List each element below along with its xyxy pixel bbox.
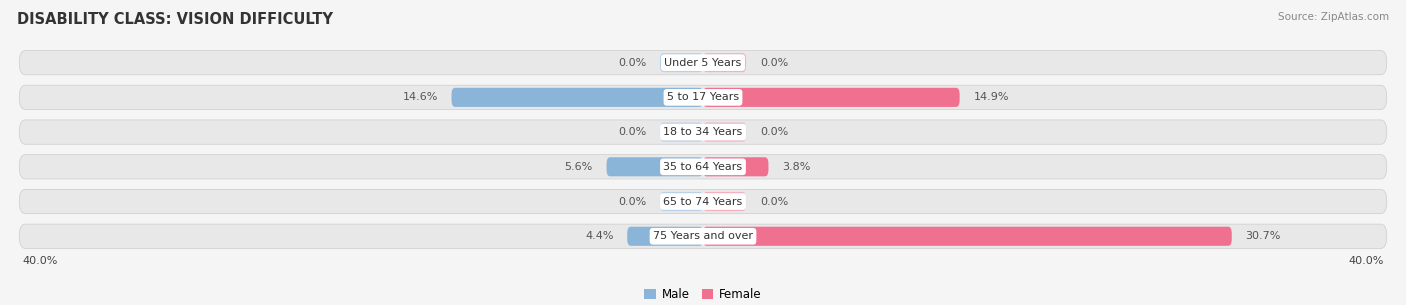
Text: 14.6%: 14.6% — [402, 92, 437, 102]
FancyBboxPatch shape — [20, 155, 1386, 179]
FancyBboxPatch shape — [703, 123, 747, 142]
FancyBboxPatch shape — [703, 88, 960, 107]
FancyBboxPatch shape — [20, 224, 1386, 248]
FancyBboxPatch shape — [606, 157, 703, 176]
FancyBboxPatch shape — [659, 192, 703, 211]
Text: 40.0%: 40.0% — [22, 256, 58, 266]
FancyBboxPatch shape — [627, 227, 703, 246]
Text: 65 to 74 Years: 65 to 74 Years — [664, 196, 742, 206]
Text: 18 to 34 Years: 18 to 34 Years — [664, 127, 742, 137]
FancyBboxPatch shape — [451, 88, 703, 107]
Text: 0.0%: 0.0% — [759, 127, 789, 137]
Text: 0.0%: 0.0% — [617, 196, 647, 206]
Text: 35 to 64 Years: 35 to 64 Years — [664, 162, 742, 172]
Text: 30.7%: 30.7% — [1246, 231, 1281, 241]
FancyBboxPatch shape — [20, 51, 1386, 75]
Text: 0.0%: 0.0% — [759, 58, 789, 68]
Legend: Male, Female: Male, Female — [640, 284, 766, 305]
FancyBboxPatch shape — [703, 157, 769, 176]
Text: 0.0%: 0.0% — [617, 127, 647, 137]
Text: 4.4%: 4.4% — [585, 231, 613, 241]
Text: 5.6%: 5.6% — [565, 162, 593, 172]
FancyBboxPatch shape — [659, 53, 703, 72]
FancyBboxPatch shape — [20, 85, 1386, 109]
FancyBboxPatch shape — [20, 120, 1386, 144]
Text: 5 to 17 Years: 5 to 17 Years — [666, 92, 740, 102]
Text: Source: ZipAtlas.com: Source: ZipAtlas.com — [1278, 12, 1389, 22]
Text: Under 5 Years: Under 5 Years — [665, 58, 741, 68]
Text: 0.0%: 0.0% — [617, 58, 647, 68]
FancyBboxPatch shape — [703, 192, 747, 211]
FancyBboxPatch shape — [703, 227, 1232, 246]
Text: 40.0%: 40.0% — [1348, 256, 1384, 266]
Text: 3.8%: 3.8% — [782, 162, 811, 172]
Text: DISABILITY CLASS: VISION DIFFICULTY: DISABILITY CLASS: VISION DIFFICULTY — [17, 12, 333, 27]
FancyBboxPatch shape — [659, 123, 703, 142]
FancyBboxPatch shape — [20, 189, 1386, 214]
Text: 75 Years and over: 75 Years and over — [652, 231, 754, 241]
Text: 14.9%: 14.9% — [973, 92, 1010, 102]
FancyBboxPatch shape — [703, 53, 747, 72]
Text: 0.0%: 0.0% — [759, 196, 789, 206]
